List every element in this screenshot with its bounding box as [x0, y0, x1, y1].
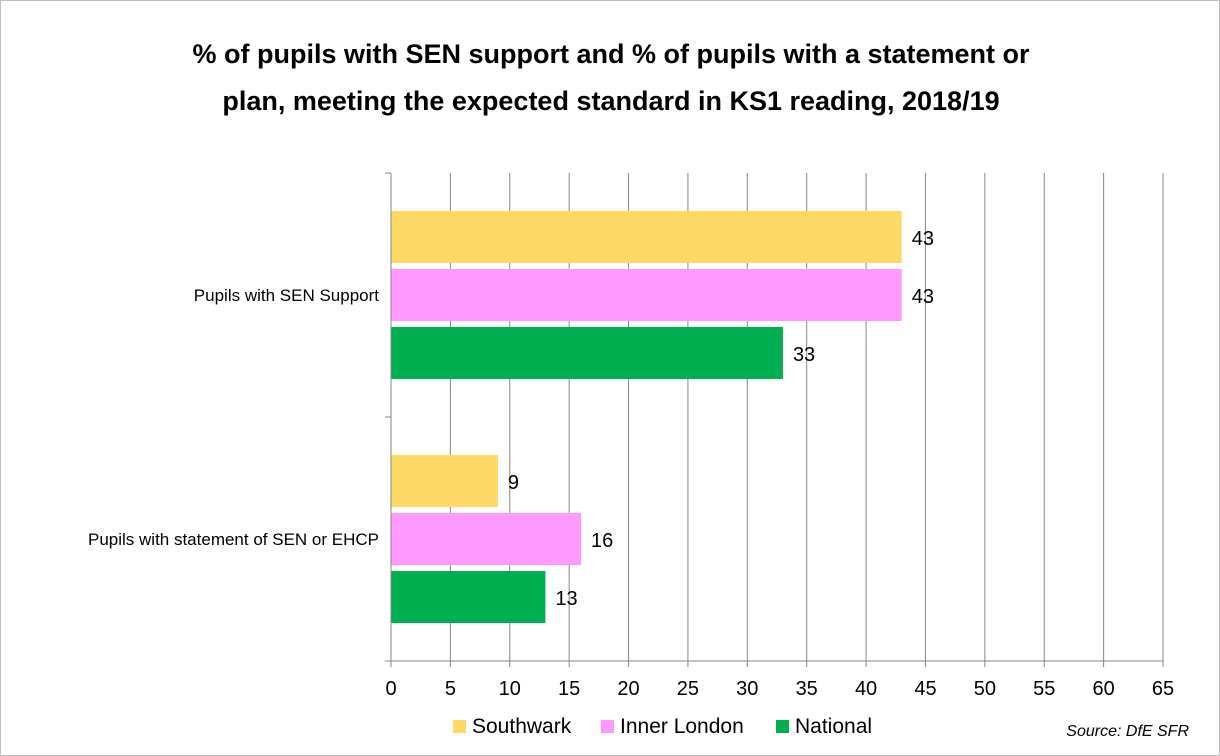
legend-swatch-inner-london [601, 720, 614, 733]
bar-southwark-1 [391, 455, 498, 507]
bar-national-0 [391, 327, 783, 379]
legend-label-national: National [795, 715, 872, 738]
source-note: Source: DfE SFR [1066, 723, 1189, 740]
category-label-0: Pupils with SEN Support [194, 286, 379, 305]
data-label-southwark-0: 43 [912, 228, 934, 250]
x-tick-label-55: 55 [1033, 678, 1055, 700]
data-label-southwark-1: 9 [508, 472, 519, 494]
data-label-inner-london-1: 16 [591, 530, 613, 552]
x-tick-label-50: 50 [974, 678, 996, 700]
legend-label-southwark: Southwark [472, 715, 572, 738]
chart-title: % of pupils with SEN support and % of pu… [101, 31, 1121, 125]
chart-title-line-2: plan, meeting the expected standard in K… [222, 86, 1000, 116]
bar-national-1 [391, 571, 546, 623]
legend-label-inner-london: Inner London [620, 715, 744, 738]
category-label-1: Pupils with statement of SEN or EHCP [88, 530, 379, 549]
x-tick-label-10: 10 [499, 678, 521, 700]
x-tick-label-35: 35 [796, 678, 818, 700]
x-tick-label-20: 20 [617, 678, 639, 700]
bar-southwark-0 [391, 211, 902, 263]
x-tick-label-60: 60 [1092, 678, 1114, 700]
legend-swatch-southwark [453, 720, 466, 733]
data-label-national-0: 33 [793, 344, 815, 366]
x-tick-label-25: 25 [677, 678, 699, 700]
data-label-national-1: 13 [555, 588, 577, 610]
bar-inner-london-0 [391, 269, 902, 321]
legend-swatch-national [776, 720, 789, 733]
data-label-inner-london-0: 43 [912, 286, 934, 308]
x-tick-label-65: 65 [1152, 678, 1174, 700]
x-tick-label-30: 30 [736, 678, 758, 700]
x-tick-label-15: 15 [558, 678, 580, 700]
bar-inner-london-1 [391, 513, 582, 565]
x-tick-label-0: 0 [385, 678, 396, 700]
x-tick-label-40: 40 [855, 678, 877, 700]
x-tick-label-45: 45 [914, 678, 936, 700]
x-tick-label-5: 5 [445, 678, 456, 700]
chart-title-line-1: % of pupils with SEN support and % of pu… [192, 39, 1030, 69]
